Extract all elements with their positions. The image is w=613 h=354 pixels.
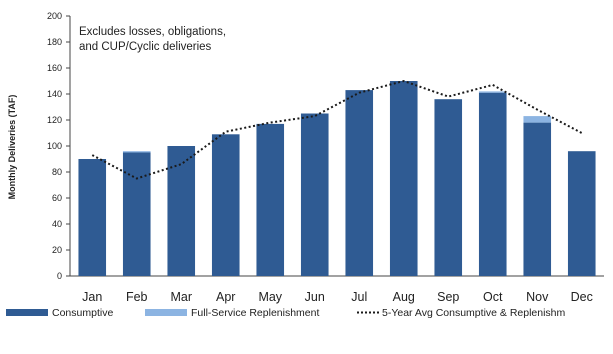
bar-consumptive-may: [256, 123, 285, 277]
bar-consumptive-jun: [300, 113, 329, 276]
y-tick-label: 80: [52, 167, 62, 177]
x-tick-label-oct: Oct: [483, 290, 503, 304]
x-tick-label-jul: Jul: [351, 290, 367, 304]
x-tick-label-jan: Jan: [82, 290, 102, 304]
y-axis: 0 20 40 60 80 100 120 140 160 180 200: [47, 11, 71, 281]
y-tick-label: 60: [52, 193, 62, 203]
y-tick-label: 20: [52, 245, 62, 255]
legend-item-consumptive: Consumptive: [6, 307, 113, 319]
x-tick-label-nov: Nov: [526, 290, 549, 304]
bar-consumptive-nov: [523, 122, 552, 276]
bars: [78, 81, 596, 277]
avg-line-path: [91, 79, 583, 180]
y-tick-label: 180: [47, 37, 62, 47]
y-tick-label: 160: [47, 63, 62, 73]
bar-consumptive-mar: [167, 146, 196, 276]
annotation-line-1: Excludes losses, obligations,: [79, 26, 226, 38]
bar-consumptive-jul: [345, 90, 374, 276]
x-tick-label-apr: Apr: [216, 290, 235, 304]
legend-swatch-consumptive: [6, 309, 48, 316]
bar-consumptive-jan: [78, 159, 107, 276]
x-tick-label-jun: Jun: [305, 290, 325, 304]
y-tick-label: 140: [47, 89, 62, 99]
legend-item-avg-line: 5-Year Avg Consumptive & Replenishm: [357, 307, 566, 319]
bar-replenishment-nov: [523, 116, 552, 123]
x-axis: Jan Feb Mar Apr May Jun Jul Aug Sep Oct Nov Dec: [70, 275, 604, 304]
bar-consumptive-sep: [434, 99, 463, 276]
bar-replenishment-feb: [122, 151, 151, 153]
annotation-line-2: and CUP/Cyclic deliveries: [79, 41, 212, 53]
bar-consumptive-aug: [389, 81, 418, 276]
legend: Consumptive Full-Service Replenishment 5…: [6, 307, 566, 319]
legend-label-consumptive: Consumptive: [52, 307, 113, 319]
legend-swatch-replenishment: [145, 309, 187, 316]
x-tick-label-may: May: [258, 290, 282, 304]
legend-label-avg-line: 5-Year Avg Consumptive & Replenishm: [382, 307, 566, 319]
y-tick-label: 40: [52, 219, 62, 229]
x-tick-label-mar: Mar: [170, 290, 192, 304]
x-tick-label-sep: Sep: [437, 290, 459, 304]
y-tick-label: 100: [47, 141, 62, 151]
x-tick-label-dec: Dec: [571, 290, 593, 304]
legend-item-replenishment: Full-Service Replenishment: [145, 307, 319, 319]
y-axis-label: Monthly Deliveries (TAF): [7, 95, 17, 200]
legend-label-replenishment: Full-Service Replenishment: [191, 307, 319, 319]
bar-replenishment-oct: [478, 91, 507, 93]
bar-consumptive-oct: [478, 92, 507, 276]
y-tick-label: 120: [47, 115, 62, 125]
x-tick-label-feb: Feb: [126, 290, 148, 304]
bar-consumptive-apr: [211, 134, 240, 276]
bar-consumptive-dec: [567, 151, 596, 276]
x-tick-label-aug: Aug: [393, 290, 415, 304]
y-tick-label: 200: [47, 11, 62, 21]
bar-consumptive-feb: [122, 152, 151, 276]
y-tick-label: 0: [57, 271, 62, 281]
avg-line: [91, 79, 583, 180]
